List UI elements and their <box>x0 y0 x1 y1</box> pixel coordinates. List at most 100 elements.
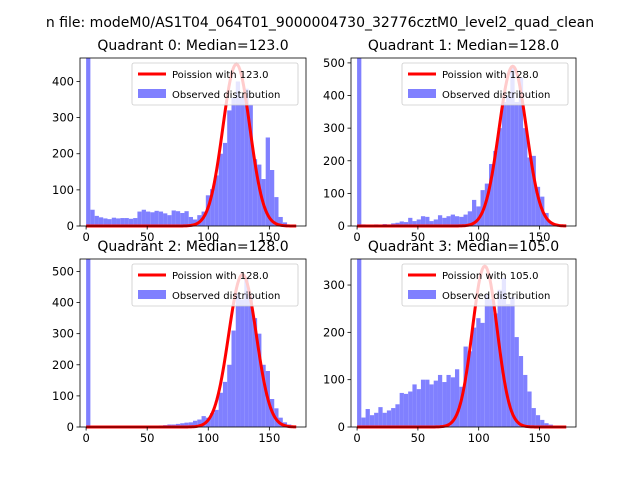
y-tick-label: 500 <box>52 264 74 278</box>
histogram-bar <box>535 415 541 427</box>
quadrant-0-panel: 0 50 100 150 0 100 200 300 400 Quadrant 0: Median… <box>52 38 307 244</box>
histogram-bar <box>535 186 541 226</box>
histogram-bar <box>446 374 451 427</box>
histogram-bar <box>378 407 383 427</box>
x-tick-label: 150 <box>529 230 551 244</box>
histogram-bar <box>480 322 485 427</box>
y-tick-label: 0 <box>67 219 74 233</box>
histogram-bar <box>518 356 524 427</box>
histogram-bar <box>501 277 507 427</box>
histogram-bar <box>416 219 421 226</box>
legend-bar-swatch <box>408 89 436 98</box>
histogram-bar <box>94 215 99 226</box>
histogram-bar <box>86 58 91 226</box>
histogram-bar <box>265 137 270 226</box>
histogram-bar <box>472 327 477 427</box>
histogram-bar <box>128 218 134 226</box>
histogram-bar <box>420 379 426 427</box>
y-tick-label: 200 <box>323 154 345 168</box>
panel-title: Quadrant 0: Median=123.0 <box>97 38 288 54</box>
histogram-bar <box>369 415 375 427</box>
histogram-bar <box>408 391 413 427</box>
histogram-bar <box>425 379 430 427</box>
histogram-bar <box>544 423 549 427</box>
y-tick-label: 0 <box>338 420 345 434</box>
histogram-bar <box>214 175 219 226</box>
x-tick-label: 100 <box>468 230 490 244</box>
x-tick-label: 0 <box>353 431 360 445</box>
histogram-bar <box>382 412 387 427</box>
legend-fit-label: Poission with 128.0 <box>172 271 268 282</box>
quadrant-2-panel: 0 50 100 150 0 100 200 300 400 500 Quadrant 2: Med… <box>52 239 307 445</box>
histogram-bar <box>463 214 468 226</box>
histogram-bar <box>227 364 232 427</box>
axes-frame <box>79 57 307 227</box>
histogram-bar <box>133 218 138 226</box>
legend-bar-label: Observed distribution <box>442 291 550 302</box>
histogram-bar <box>514 102 519 226</box>
histogram-bar <box>527 157 532 226</box>
y-tick-label: 200 <box>52 147 74 161</box>
histogram-bar <box>510 296 515 427</box>
legend-box <box>131 62 299 106</box>
histogram-bar <box>420 216 426 226</box>
x-tick-label: 150 <box>258 431 280 445</box>
histogram-bar <box>442 217 447 226</box>
histogram-bar <box>188 216 193 226</box>
histogram-bar <box>437 374 443 427</box>
y-tick-label: 100 <box>52 389 74 403</box>
y-tick-label: 400 <box>323 89 345 103</box>
legend-box <box>401 263 569 307</box>
histogram-bar <box>357 58 362 226</box>
quadrant-1-panel: 0 50 100 150 0 100 200 300 400 500 Quadrant 1: Med… <box>323 38 577 244</box>
histogram-bar <box>158 211 164 226</box>
histogram-bar <box>399 221 404 226</box>
histogram-bar <box>523 128 528 226</box>
quadrant-3-panel: 0 50 100 150 0 100 200 300 Quadrant 3: Median=10… <box>323 239 577 445</box>
histogram-bar <box>231 330 236 427</box>
histogram-bar <box>365 409 370 427</box>
x-tick-label: 50 <box>140 230 155 244</box>
histogram-bar <box>523 374 528 427</box>
histogram-bar <box>210 413 215 427</box>
histogram-bar <box>403 222 409 226</box>
histogram-bar <box>175 423 181 427</box>
histogram-bar <box>145 211 151 226</box>
histogram-bar <box>116 218 121 226</box>
histogram-bar <box>244 277 249 427</box>
histogram-bar <box>175 211 181 226</box>
y-tick-label: 100 <box>52 183 74 197</box>
y-tick-label: 400 <box>52 296 74 310</box>
histogram-bar <box>248 104 253 226</box>
y-tick-label: 200 <box>323 325 345 339</box>
histogram-bar <box>425 216 430 226</box>
histogram-bar <box>412 221 417 226</box>
panel-title: Quadrant 1: Median=128.0 <box>368 38 559 54</box>
histogram-bar <box>433 219 438 226</box>
y-tick-label: 300 <box>52 111 74 125</box>
histogram-bar <box>357 259 362 427</box>
histogram-bar <box>374 412 379 427</box>
histogram-bar <box>257 333 262 427</box>
x-tick-label: 0 <box>82 230 89 244</box>
histogram-bar <box>361 417 366 427</box>
histogram-bar <box>282 222 288 226</box>
legend-bar-label: Observed distribution <box>172 291 280 302</box>
histogram-bar <box>231 97 236 226</box>
histogram-bar <box>222 381 228 427</box>
histogram-bar <box>514 337 519 427</box>
histogram-bar <box>395 404 400 427</box>
x-tick-label: 50 <box>411 431 426 445</box>
histogram-bar <box>450 214 455 226</box>
legend-bar-label: Observed distribution <box>172 90 280 101</box>
histogram-bar <box>278 216 283 226</box>
histogram-bar <box>459 386 464 427</box>
y-tick-label: 300 <box>323 278 345 292</box>
panel-title: Quadrant 3: Median=105.0 <box>368 239 559 255</box>
histogram-bar <box>248 296 253 427</box>
y-tick-label: 100 <box>323 186 345 200</box>
histogram-bar <box>540 419 545 427</box>
y-tick-label: 100 <box>323 373 345 387</box>
histogram-bar <box>399 392 404 427</box>
